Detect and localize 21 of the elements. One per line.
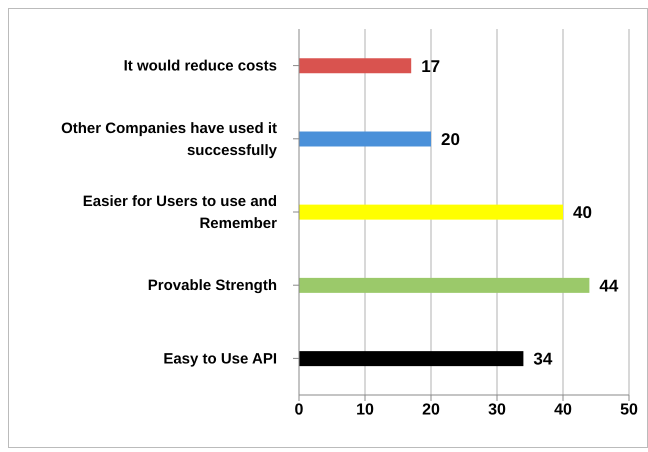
bar	[299, 204, 563, 220]
data-label: 34	[533, 350, 553, 369]
x-tick-label: 10	[356, 401, 374, 418]
y-tick-label: Easy to Use API	[163, 350, 277, 367]
bar	[299, 351, 524, 366]
x-tick-label: 20	[422, 401, 440, 418]
y-tick-label: Easier for Users to use and Remember	[82, 192, 278, 232]
data-label: 20	[441, 130, 460, 150]
y-tick-label: It would reduce costs	[124, 57, 277, 74]
y-tick-label: Provable Strength	[148, 276, 277, 294]
data-label: 17	[421, 56, 440, 76]
bar	[299, 278, 590, 293]
x-tick-label: 0	[294, 401, 304, 418]
x-tick-label: 30	[488, 401, 506, 418]
y-tick-label: Other Companies have used it successfully	[61, 119, 278, 158]
bar	[299, 131, 431, 146]
bar	[299, 58, 412, 74]
x-tick-label: 40	[554, 401, 572, 418]
data-label: 44	[599, 276, 619, 296]
x-tick-label: 50	[620, 401, 638, 418]
data-label: 40	[573, 203, 592, 222]
